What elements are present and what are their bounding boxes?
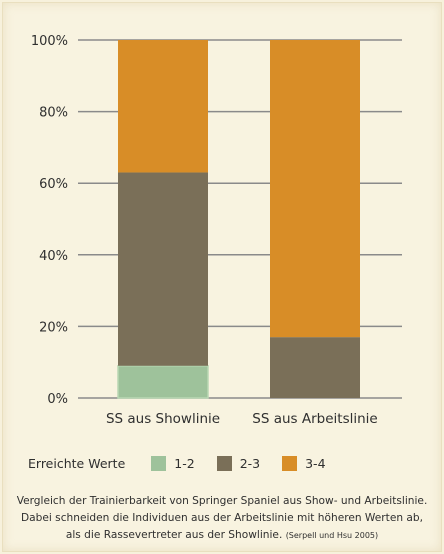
legend: Erreichte Werte 1-2 2-3 3-4 (28, 453, 348, 473)
y-tick-label: 100% (31, 34, 68, 49)
legend-item-1-2: 1-2 (151, 455, 195, 471)
bar-segment (118, 172, 208, 366)
y-tick-label: 80% (39, 106, 68, 121)
caption-text: Vergleich der Trainierbarkeit von Spring… (16, 495, 428, 541)
bar-segment (118, 40, 208, 173)
caption-citation: (Serpell und Hsu 2005) (285, 531, 379, 540)
x-category-label: SS aus Arbeitslinie (252, 411, 377, 427)
bar-segment (270, 40, 360, 338)
legend-swatch-2-3 (216, 455, 232, 471)
y-tick-label: 20% (39, 320, 68, 335)
x-category-label: SS aus Showlinie (106, 411, 220, 427)
stacked-bar-chart: 0% 20% 40% 60% 80% 100% SS aus Showlinie SS aus… (31, 34, 402, 427)
legend-label-3-4: 3-4 (305, 455, 326, 471)
legend-swatch-3-4 (282, 455, 298, 471)
legend-item-3-4: 3-4 (282, 455, 326, 471)
y-tick-label: 40% (39, 249, 68, 264)
y-tick-label: 0% (47, 392, 68, 407)
legend-item-2-3: 2-3 (216, 455, 261, 471)
bar-segment (117, 365, 209, 399)
legend-label-1-2: 1-2 (174, 455, 195, 471)
legend-title: Erreichte Werte (28, 455, 126, 471)
bar-segment (270, 337, 360, 398)
y-tick-label: 60% (39, 177, 68, 192)
legend-swatch-1-2 (151, 455, 167, 471)
legend-label-2-3: 2-3 (239, 455, 261, 471)
figure-caption: Vergleich der Trainierbarkeit von Spring… (14, 493, 430, 544)
